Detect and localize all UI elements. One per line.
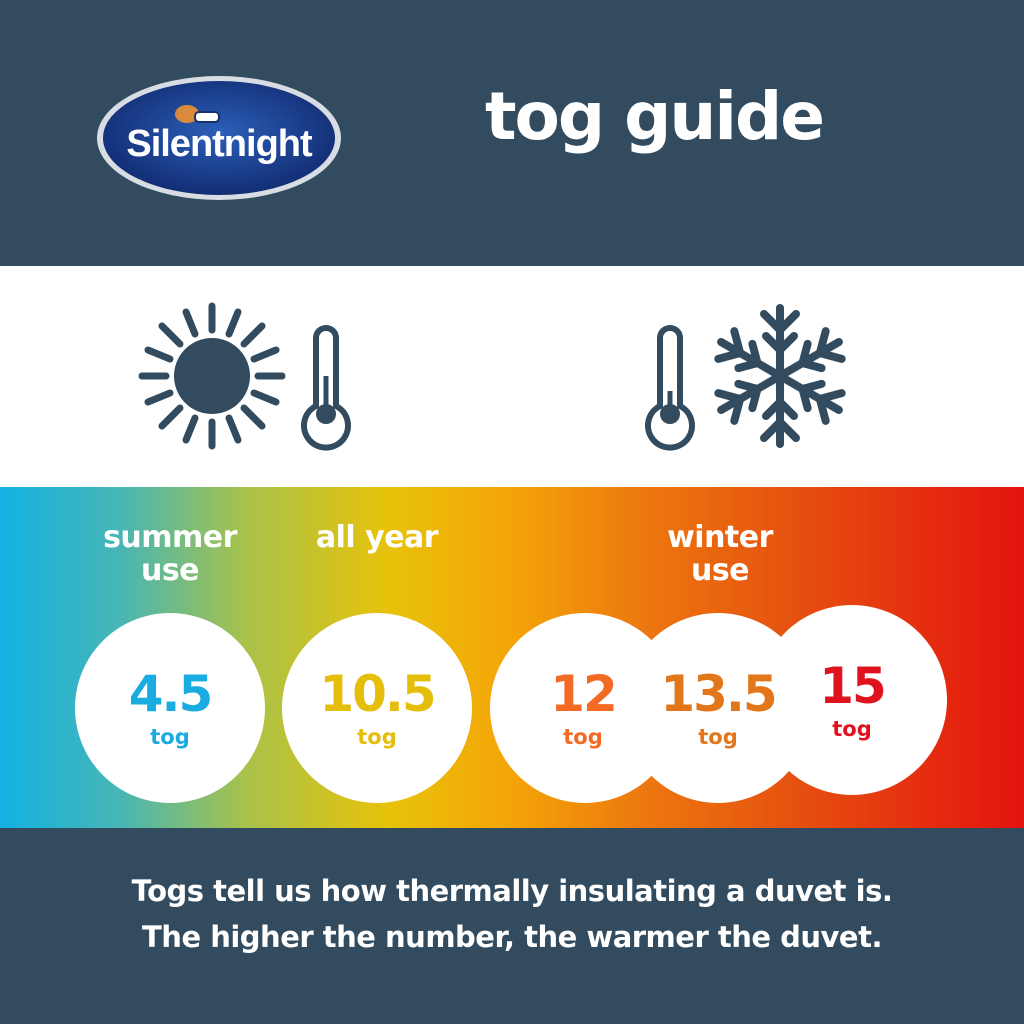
tog-value: 12 <box>550 665 618 723</box>
header-band: Silentnight tog guide <box>0 0 1024 266</box>
footer-band: Togs tell us how thermally insulating a … <box>0 828 1024 1024</box>
tog-unit: tog <box>698 725 738 749</box>
winter-use-label: winter use <box>667 520 773 588</box>
tog-scale: summer use all year winter use 4.5 tog 10.… <box>0 487 1024 828</box>
tog-unit: tog <box>563 725 603 749</box>
temperature-icons <box>0 266 1024 487</box>
sun-icon <box>138 302 286 450</box>
tog-value: 10.5 <box>319 665 436 723</box>
tog-circle-4-5 <box>75 613 265 803</box>
snowflake-icon <box>714 304 846 448</box>
tog-circle-15 <box>757 605 947 795</box>
tog-unit: tog <box>150 725 190 749</box>
summer-use-label: summer use <box>103 520 237 588</box>
page-title: tog guide <box>485 78 825 155</box>
all-year-label: all year <box>315 520 439 555</box>
tog-unit: tog <box>357 725 397 749</box>
thermometer-icon <box>301 325 351 451</box>
tog-unit: tog <box>832 717 872 741</box>
thermometer-icon <box>645 325 695 451</box>
svg-text:Silentnight: Silentnight <box>126 123 313 165</box>
footer-line: Togs tell us how thermally insulating a … <box>131 874 893 908</box>
tog-value: 13.5 <box>660 665 777 723</box>
footer-line: The higher the number, the warmer the du… <box>142 920 882 954</box>
tog-value: 4.5 <box>128 665 214 723</box>
tog-value: 15 <box>819 657 887 715</box>
silentnight-logo: Silentnight <box>97 76 341 200</box>
tog-circle-10-5 <box>282 613 472 803</box>
